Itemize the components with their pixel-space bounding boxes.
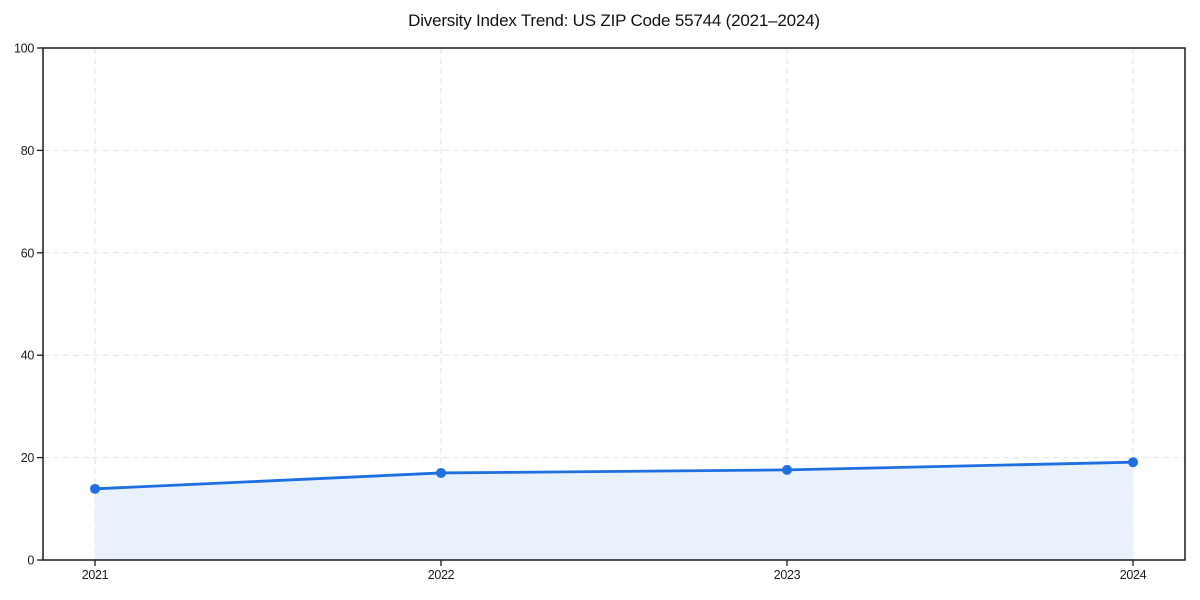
chart-title: Diversity Index Trend: US ZIP Code 55744… xyxy=(408,11,820,30)
x-tick-label: 2024 xyxy=(1120,568,1147,582)
y-tick-label: 0 xyxy=(27,554,34,568)
x-tick-label: 2022 xyxy=(428,568,455,582)
trend-line xyxy=(93,460,1135,491)
x-tick-label: 2021 xyxy=(82,568,109,582)
y-tick-label: 80 xyxy=(21,144,35,158)
x-tick-label: 2023 xyxy=(774,568,801,582)
data-point-marker xyxy=(436,467,446,478)
data-point-marker xyxy=(1128,457,1138,468)
y-tick-label: 20 xyxy=(21,451,35,465)
y-tick-label: 40 xyxy=(21,349,35,363)
y-tick-label: 100 xyxy=(14,42,34,56)
plot-border xyxy=(42,47,1186,561)
data-point-marker xyxy=(782,464,792,475)
data-point-marker xyxy=(90,483,100,494)
y-tick-label: 60 xyxy=(21,246,35,260)
area-fill xyxy=(95,462,1133,560)
